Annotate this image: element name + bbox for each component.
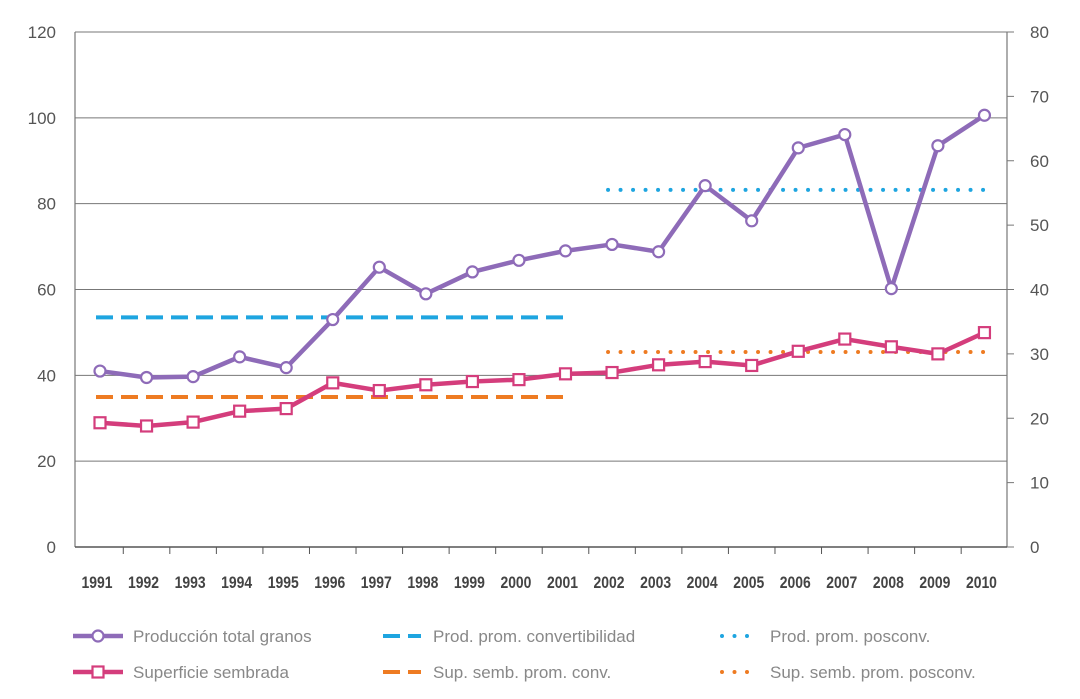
right-tick-label: 0 (1030, 538, 1039, 557)
gridlines (75, 117, 1007, 462)
legend-item: Prod. prom. convertibilidad (383, 627, 635, 646)
x-tick-label: 1995 (268, 574, 299, 593)
right-tick-label: 20 (1030, 409, 1049, 428)
data-point-square (651, 358, 666, 372)
series-line-0 (99, 113, 986, 380)
data-point-square (838, 332, 852, 346)
data-point-circle (233, 350, 247, 364)
data-point-circle (698, 179, 712, 193)
right-tick-label: 40 (1030, 281, 1049, 300)
data-point-square (372, 383, 386, 398)
right-tick-label: 70 (1030, 87, 1049, 106)
data-point-circle (745, 214, 759, 228)
data-point-square (605, 365, 619, 380)
data-point-square (884, 340, 898, 354)
x-tick-label: 2010 (966, 574, 997, 593)
data-point-circle (372, 260, 386, 274)
data-point-square (512, 373, 526, 387)
data-point-square (977, 326, 992, 340)
data-point-circle (931, 139, 945, 153)
x-tick-label: 1999 (454, 574, 485, 593)
x-tick-label: 2000 (500, 574, 531, 593)
legend-marker-square (91, 665, 105, 679)
data-point-circle (651, 245, 666, 259)
x-tick-label: 2006 (780, 574, 811, 593)
x-tick-label: 1993 (175, 574, 206, 593)
x-tick-label: 2001 (547, 574, 578, 593)
legend-item: Producción total granos (73, 627, 312, 646)
data-point-circle (139, 370, 154, 385)
data-point-circle (791, 141, 805, 155)
data-point-circle (279, 361, 293, 375)
data-point-circle (93, 364, 107, 378)
plot-frame (74, 31, 1008, 548)
data-point-square (186, 415, 200, 429)
legend-item: Sup. semb. prom. posconv. (720, 663, 976, 682)
reference-lines (96, 187, 991, 400)
x-tick-label: 2004 (687, 574, 718, 593)
x-tick-label: 1991 (82, 574, 113, 593)
x-tick-label: 2007 (826, 574, 857, 593)
x-tick-label: 2002 (594, 574, 625, 593)
legend-label: Prod. prom. convertibilidad (433, 627, 635, 646)
data-point-circle (558, 244, 573, 258)
data-point-square (931, 347, 945, 361)
right-tick-label: 50 (1030, 216, 1049, 235)
left-tick-label: 20 (37, 452, 56, 471)
data-point-circle (977, 108, 992, 122)
x-tick-label: 2005 (733, 574, 764, 593)
data-point-circle (186, 370, 200, 384)
data-point-square (419, 378, 433, 392)
legend-item: Prod. prom. posconv. (720, 627, 930, 646)
left-tick-label: 60 (37, 281, 56, 300)
left-tick-label: 120 (28, 23, 56, 42)
legend: Producción total granos Prod. prom. conve… (73, 627, 976, 682)
x-tick-label: 2008 (873, 574, 904, 593)
data-series (93, 108, 992, 433)
data-point-circle (419, 287, 433, 301)
x-tick-label: 1992 (128, 574, 159, 593)
data-point-square (745, 358, 759, 373)
data-point-square (139, 419, 154, 433)
x-tick-label: 1997 (361, 574, 392, 593)
x-tick-label: 1996 (314, 574, 345, 593)
legend-marker-circle (91, 629, 105, 643)
data-point-square (791, 344, 805, 358)
left-tick-label: 80 (37, 195, 56, 214)
data-point-circle (465, 265, 479, 279)
data-point-square (93, 416, 107, 430)
x-tick-label: 1994 (221, 574, 252, 593)
right-tick-label: 60 (1030, 152, 1049, 171)
legend-label: Sup. semb. prom. posconv. (770, 663, 976, 682)
x-tick-label: 2009 (919, 574, 950, 593)
data-point-square (326, 376, 340, 390)
data-point-square (465, 374, 479, 389)
axes: 0 20 40 60 80 100 120 0 10 20 30 40 50 60 70 80 1991 1992… (28, 23, 1049, 592)
data-point-circle (326, 312, 340, 327)
right-tick-label: 80 (1030, 23, 1049, 42)
right-tick-label: 30 (1030, 345, 1049, 364)
x-tick-label: 1998 (407, 574, 438, 593)
data-point-circle (512, 253, 526, 267)
x-tick-label: 2003 (640, 574, 671, 593)
data-point-circle (884, 282, 898, 296)
legend-label: Prod. prom. posconv. (770, 627, 930, 646)
data-point-circle (838, 127, 852, 142)
legend-label: Sup. semb. prom. conv. (433, 663, 611, 682)
right-tick-label: 10 (1030, 474, 1049, 493)
left-tick-label: 0 (47, 538, 56, 557)
data-point-square (233, 404, 247, 418)
left-tick-label: 100 (28, 109, 56, 128)
left-tick-label: 40 (37, 366, 56, 385)
data-point-circle (605, 237, 619, 252)
legend-label: Producción total granos (133, 627, 312, 646)
data-point-square (279, 401, 293, 416)
data-point-square (698, 355, 712, 369)
legend-item: Sup. semb. prom. conv. (383, 663, 611, 682)
series-line-1 (99, 330, 986, 429)
data-point-square (558, 367, 573, 381)
legend-item: Superficie sembrada (73, 663, 289, 682)
legend-label: Superficie sembrada (133, 663, 289, 682)
